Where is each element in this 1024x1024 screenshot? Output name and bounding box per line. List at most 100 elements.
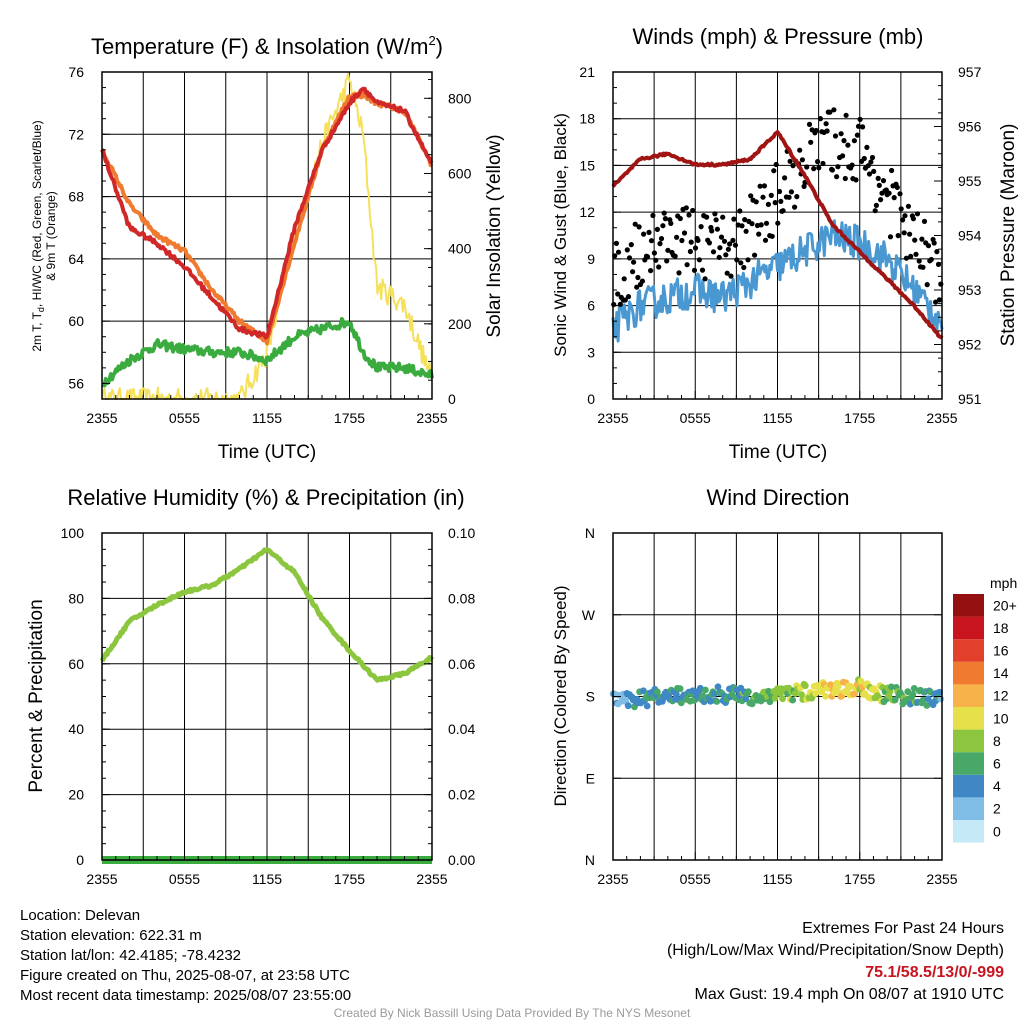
gust-point	[741, 264, 747, 271]
y2-tick-label: 0.06	[448, 656, 475, 672]
gust-point	[665, 247, 671, 253]
x-tick-label: 2355	[926, 410, 957, 426]
gust-point	[718, 234, 725, 240]
y-tick-label: 9	[587, 251, 595, 267]
gust-point	[745, 257, 751, 263]
x-tick-label: 1755	[844, 410, 875, 426]
direction-point	[822, 692, 829, 700]
gust-point	[728, 273, 734, 279]
legend-label: 8	[993, 733, 1001, 749]
gust-point	[841, 138, 847, 144]
direction-point	[676, 685, 684, 693]
gust-point	[634, 284, 640, 290]
x-tick-label: 1155	[762, 410, 792, 426]
gust-point	[668, 220, 674, 226]
gust-point	[615, 291, 621, 297]
y-tick-label: 60	[68, 656, 84, 672]
gust-point	[635, 274, 641, 281]
x-tick-label: 0555	[680, 871, 711, 887]
gust-point	[912, 237, 918, 243]
direction-point	[710, 690, 718, 698]
winds-panel: Winds (mph) & Pressure (mb) 0 3 6 9 12 15 18 21…	[551, 24, 1019, 463]
gust-point	[928, 256, 934, 263]
gust-point	[797, 147, 803, 153]
gust-point	[661, 210, 667, 216]
gust-point	[873, 202, 880, 208]
y2-tick-label: 0.04	[448, 721, 475, 737]
gust-point	[872, 208, 878, 214]
y-tick-label: 20	[68, 787, 84, 803]
gust-point	[630, 269, 636, 275]
y2-tick-label: 0	[448, 391, 456, 407]
gust-point	[626, 255, 633, 261]
gust-point	[724, 270, 730, 276]
gust-point	[656, 264, 662, 270]
winds-ylabel-right: Station Pressure (Maroon)	[998, 124, 1019, 347]
gust-point	[813, 127, 819, 134]
direction-point	[677, 699, 685, 707]
direction-tick-label: N	[585, 525, 595, 541]
direction-ylabel-left: Direction (Colored By Speed)	[551, 585, 570, 806]
gust-point	[925, 243, 932, 249]
temperature-xlabel: Time (UTC)	[218, 442, 317, 463]
y-tick-label: 6	[587, 298, 595, 314]
gust-point	[900, 217, 906, 223]
x-tick-label: 0555	[169, 871, 200, 887]
gust-point	[897, 191, 903, 197]
gust-point	[761, 183, 768, 189]
y-tick-label: 15	[579, 157, 595, 173]
gust-point	[731, 216, 737, 222]
gust-point	[625, 294, 632, 300]
gust-point	[840, 153, 846, 159]
gust-point	[843, 112, 849, 118]
gust-point	[653, 257, 659, 263]
gust-point	[622, 297, 628, 303]
legend-label: 0	[993, 823, 1001, 839]
x-tick-label: 1755	[334, 871, 365, 887]
gust-point	[771, 168, 777, 174]
legend-label: 6	[993, 756, 1001, 772]
legend-title: mph	[990, 575, 1017, 591]
wind-speed-line	[611, 219, 944, 343]
gust-point	[920, 264, 926, 270]
direction-point	[643, 702, 651, 710]
y-tick-label: 56	[68, 375, 84, 391]
gust-point	[801, 183, 807, 189]
direction-point	[834, 682, 842, 690]
gust-point	[734, 257, 740, 263]
x-tick-label: 2355	[416, 871, 447, 887]
extremes-values: 75.1/58.5/13/0/-999	[865, 964, 1004, 981]
y-tick-label: 100	[61, 525, 85, 541]
x-tick-label: 1755	[334, 410, 365, 426]
gust-point	[921, 218, 928, 224]
y-tick-label: 21	[579, 64, 595, 80]
direction-point	[748, 700, 756, 708]
gust-point	[713, 217, 719, 223]
y2-tick-label: 0.10	[448, 525, 475, 541]
gust-point	[632, 221, 638, 227]
gust-point	[914, 211, 921, 217]
gust-point	[765, 201, 772, 207]
gust-point	[760, 194, 766, 200]
gust-point	[730, 237, 736, 243]
y-tick-label: 0	[76, 852, 84, 868]
legend-label: 18	[993, 620, 1009, 636]
y-tick-label: 60	[68, 313, 84, 329]
gust-point	[827, 109, 833, 115]
direction-point	[827, 681, 834, 689]
gust-point	[683, 205, 689, 211]
gust-point	[739, 223, 745, 229]
gust-point	[648, 268, 654, 274]
y2-tick-label: 952	[958, 337, 982, 353]
gust-point	[860, 124, 866, 130]
x-tick-label: 1155	[252, 410, 282, 426]
gust-point	[832, 133, 839, 139]
legend-label: 20+	[993, 597, 1017, 613]
temperature-ticks: 56 60 64 68 72 76 0 200 400 600 800 2355 0555 1155 175…	[68, 64, 471, 426]
direction-point	[904, 688, 912, 696]
direction-point	[714, 683, 722, 691]
gust-point	[857, 116, 863, 122]
temperature-ylabel-left: 2m T, Td, HI/WC (Red, Green, Scarlet/Blu…	[30, 120, 46, 351]
direction-tick-label: W	[582, 607, 596, 623]
